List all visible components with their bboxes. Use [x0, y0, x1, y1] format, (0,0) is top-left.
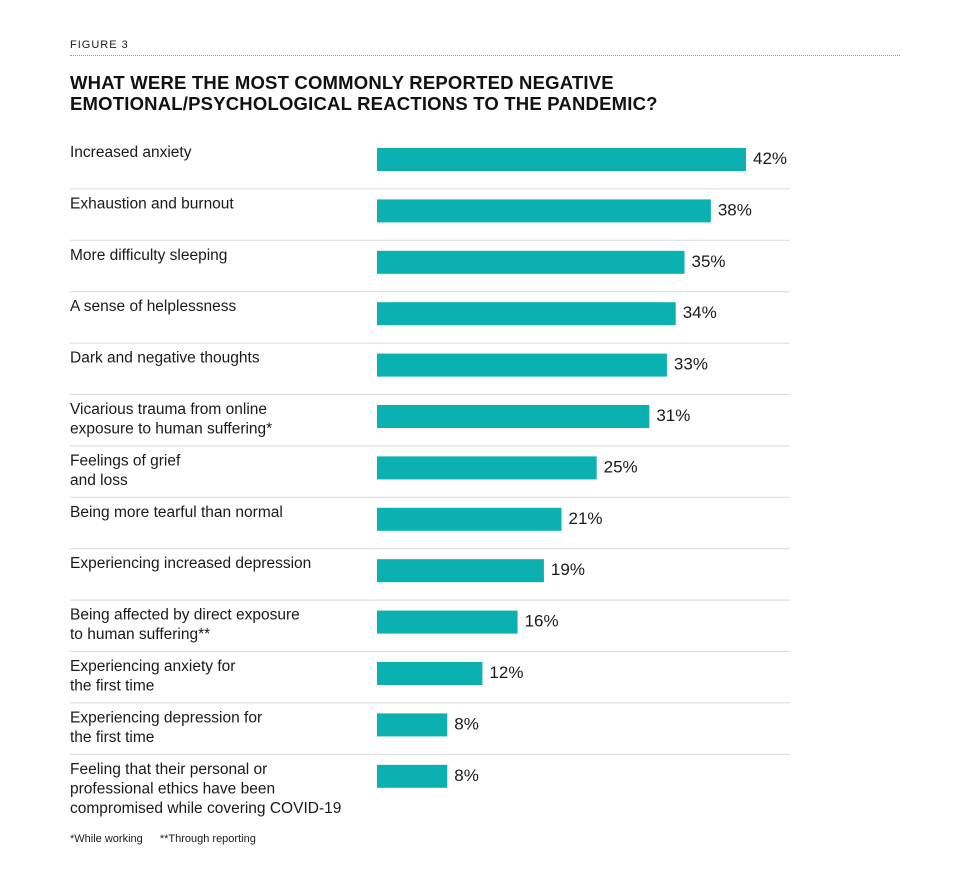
- category-label: A sense of helplessness: [70, 298, 237, 315]
- bar: [377, 610, 518, 634]
- footnotes: *While working **Through reporting: [70, 833, 270, 845]
- bar: [377, 559, 544, 583]
- chart-title-line-1: WHAT WERE THE MOST COMMONLY REPORTED NEG…: [70, 72, 614, 93]
- value-label: 33%: [674, 355, 708, 374]
- bar: [377, 148, 746, 171]
- value-label: 38%: [718, 200, 752, 219]
- chart-title: WHAT WERE THE MOST COMMONLY REPORTED NEG…: [70, 72, 830, 114]
- category-label: Exhaustion and burnout: [70, 195, 234, 212]
- figure-label: FIGURE 3: [70, 39, 129, 51]
- bar: [377, 199, 711, 223]
- chart-title-line-2: EMOTIONAL/PSYCHOLOGICAL REACTIONS TO THE…: [70, 93, 658, 114]
- value-label: 35%: [692, 252, 726, 271]
- value-label: 12%: [489, 663, 523, 682]
- category-label: Experiencing anxiety for the first time: [70, 658, 235, 695]
- category-label: More difficulty sleeping: [70, 247, 227, 264]
- bar: [377, 250, 685, 274]
- bar: [377, 405, 650, 428]
- value-label: 19%: [551, 560, 585, 579]
- bar: [377, 302, 676, 326]
- value-label: 8%: [454, 766, 479, 785]
- bar: [377, 353, 667, 377]
- bar: [377, 507, 562, 531]
- category-label: Experiencing depression for the first tim…: [70, 709, 262, 746]
- category-label: Experiencing increased depression: [70, 555, 311, 572]
- category-label: Dark and negative thoughts: [70, 350, 260, 367]
- value-label: 8%: [454, 714, 479, 733]
- bar: [377, 764, 448, 788]
- bar: [377, 662, 483, 685]
- value-label: 42%: [753, 149, 787, 168]
- value-label: 34%: [683, 303, 717, 322]
- bar: [377, 456, 597, 480]
- category-label: Being affected by direct exposure to huma…: [70, 607, 300, 644]
- category-label: Feelings of grief and loss: [70, 452, 181, 489]
- bar: [377, 713, 448, 737]
- category-label: Increased anxiety: [70, 144, 192, 161]
- value-label: 31%: [656, 406, 690, 425]
- category-label: Being more tearful than normal: [70, 504, 283, 521]
- value-label: 25%: [604, 457, 638, 476]
- value-label: 21%: [569, 509, 603, 528]
- footnote-while-working: *While working: [70, 833, 143, 845]
- category-label: Feeling that their personal or profession…: [70, 761, 341, 817]
- dotted-divider: [70, 55, 900, 56]
- category-label: Vicarious trauma from online exposure to …: [70, 401, 272, 438]
- value-label: 16%: [525, 612, 559, 631]
- footnote-through-reporting: **Through reporting: [159, 833, 256, 845]
